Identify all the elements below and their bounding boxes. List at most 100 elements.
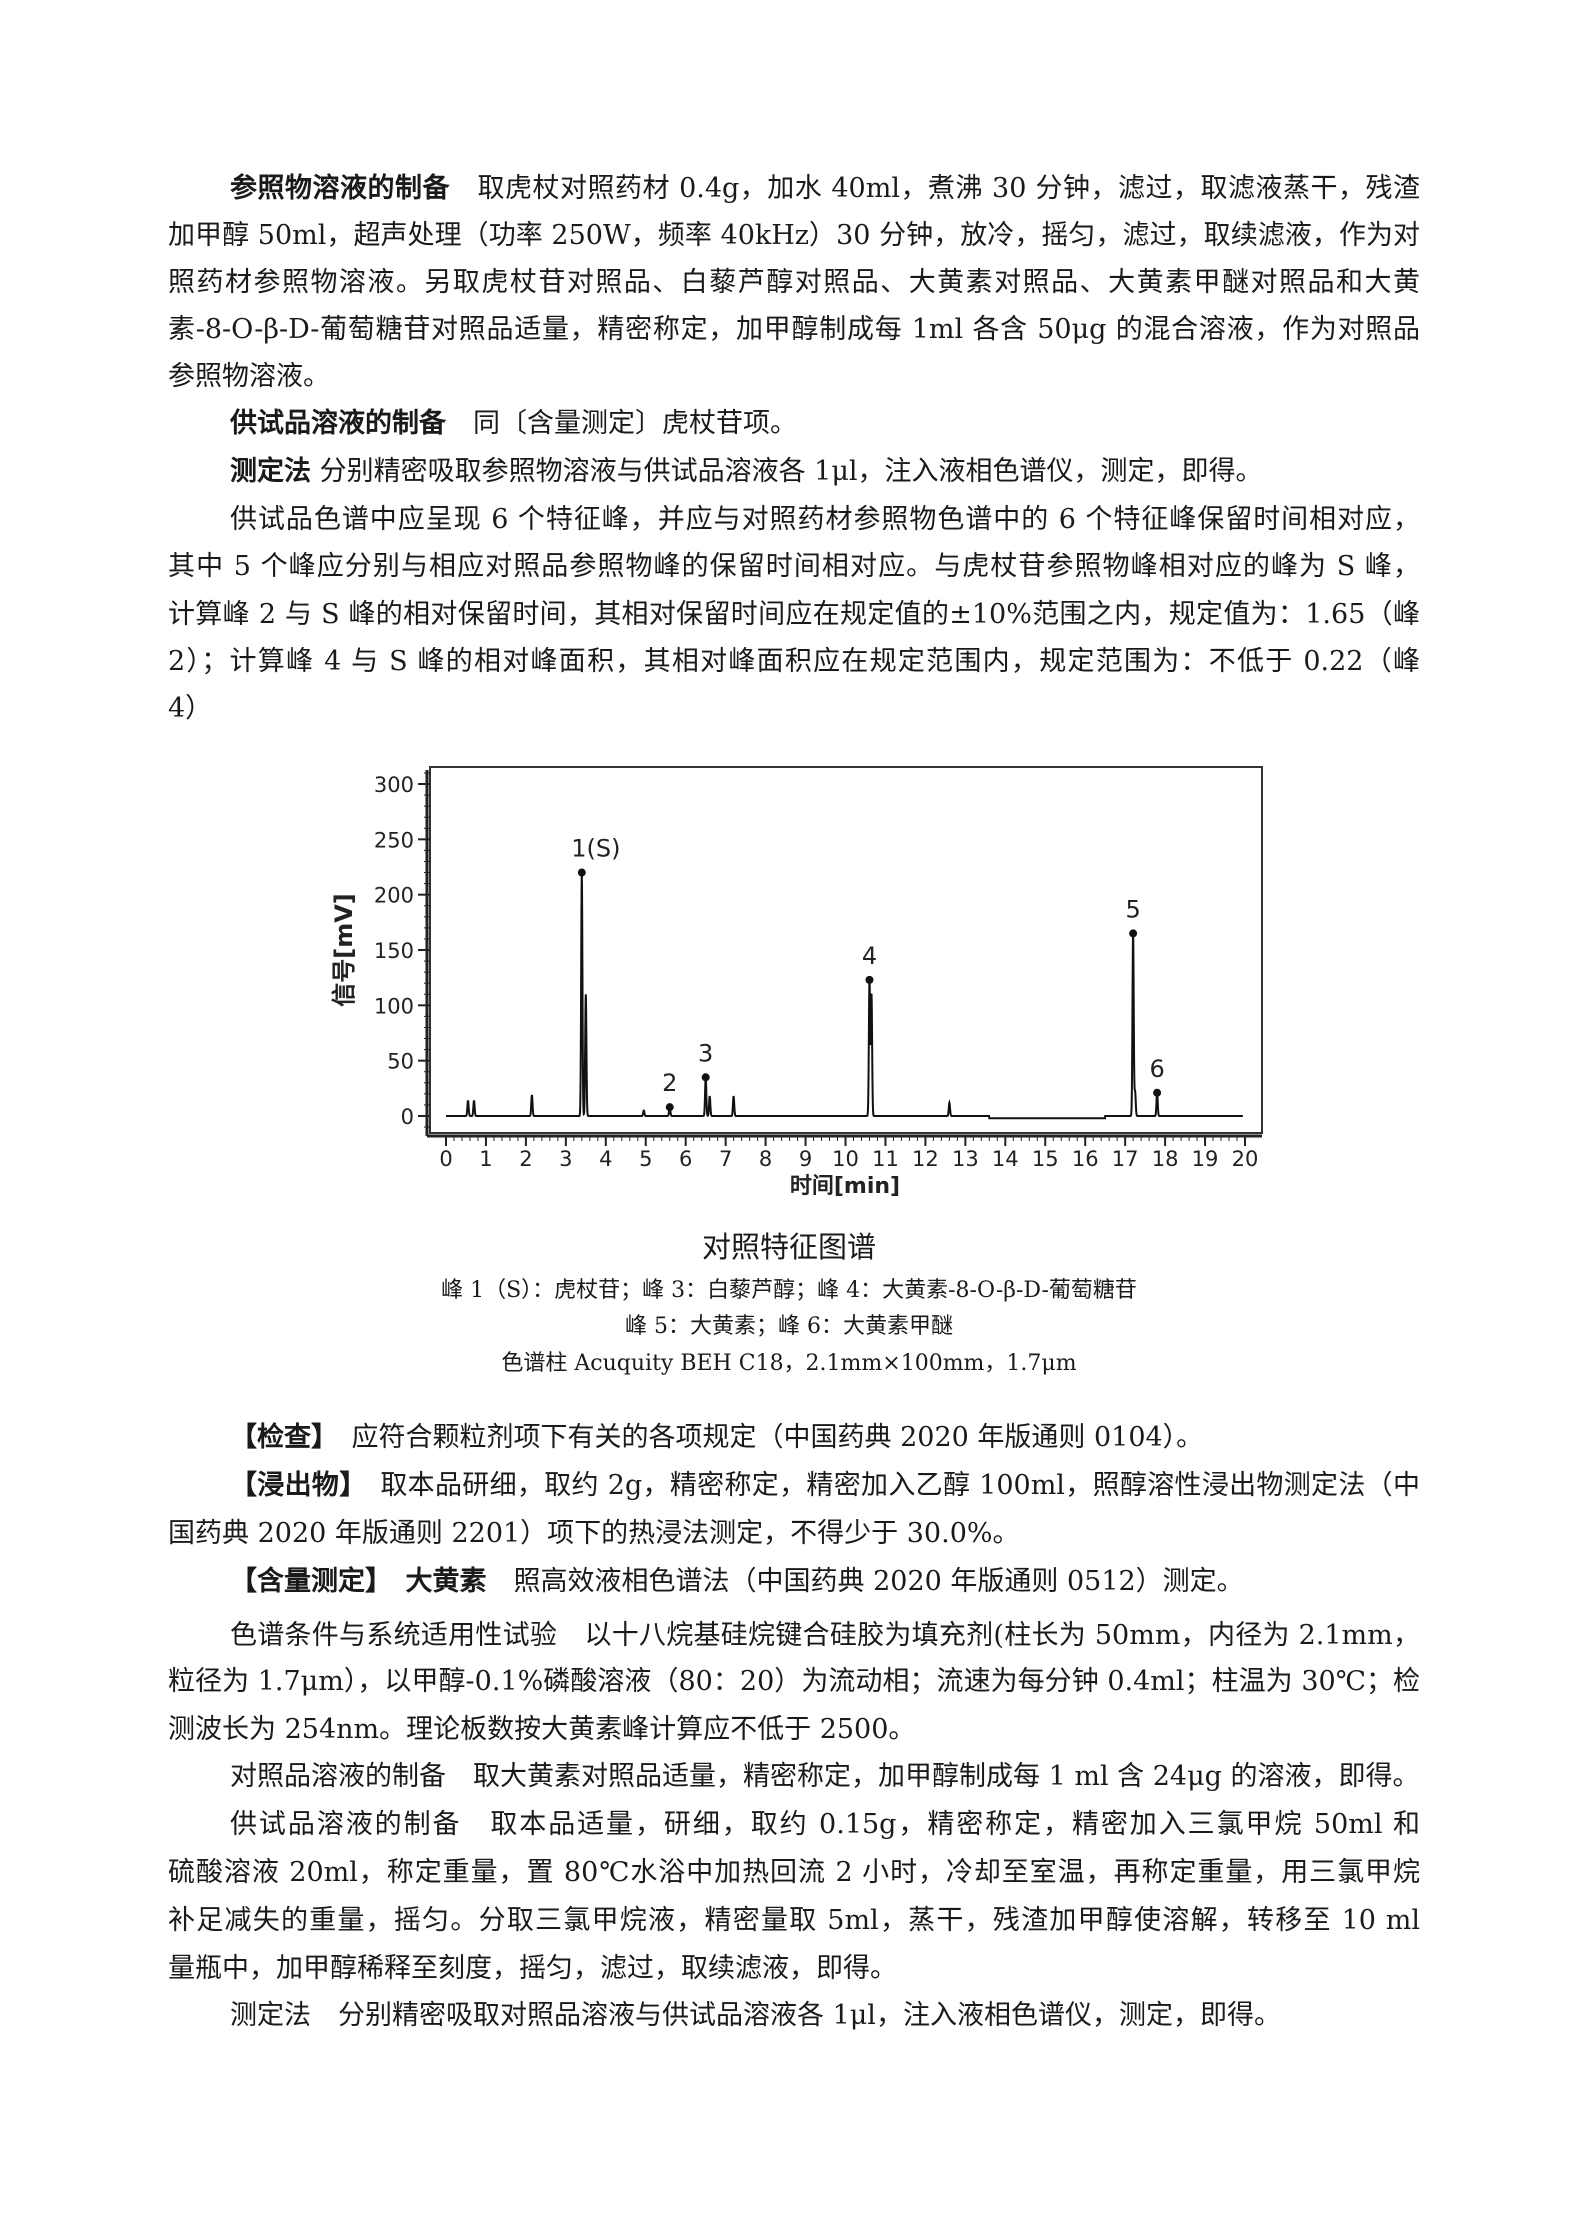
paragraph-text: 照药材参照物溶液。另取虎杖苷对照品、白藜芦醇对照品、大黄素对照品、大黄素甲醚对照…	[168, 267, 1420, 298]
x-tick-label: 16	[1072, 1147, 1099, 1171]
paragraph-line: 补足减失的重量，摇匀。分取三氯甲烷液，精密量取 5ml，蒸干，残渣加甲醇使溶解，…	[168, 1904, 1420, 1938]
chromatography-column-note: 色谱柱 Acuquity BEH C18，2.1mm×100mm，1.7μm	[501, 1351, 1077, 1376]
x-axis-label: 时间[min]	[790, 1174, 900, 1199]
figure-title: 对照特征图谱	[701, 1230, 876, 1264]
paragraph-line: 参照物溶液的制备 取虎杖对照药材 0.4g，加水 40ml，煮沸 30 分钟，滤…	[230, 172, 1420, 206]
paragraph-line: 照药材参照物溶液。另取虎杖苷对照品、白藜芦醇对照品、大黄素对照品、大黄素甲醚对照…	[168, 266, 1420, 300]
paragraph-text: 对照品溶液的制备 取大黄素对照品适量，精密称定，加甲醇制成每 1 ml 含 24…	[230, 1761, 1420, 1792]
x-tick-label: 18	[1152, 1147, 1179, 1171]
peak-label: 2	[662, 1069, 677, 1097]
paragraph-line: 其中 5 个峰应分别与相应对照品参照物峰的保留时间相对应。与虎杖苷参照物峰相对应…	[168, 550, 1420, 584]
paragraph-text: 4）	[168, 693, 213, 724]
y-tick-label: 200	[374, 884, 414, 908]
paragraph-text: 计算峰 2 与 S 峰的相对保留时间，其相对保留时间应在规定值的±10%范围之内…	[168, 599, 1420, 630]
x-tick-label: 14	[992, 1147, 1019, 1171]
paragraph-line: 加甲醇 50ml，超声处理（功率 250W，频率 40kHz）30 分钟，放冷，…	[168, 219, 1420, 253]
paragraph-line: 供试品溶液的制备 同〔含量测定〕虎杖苷项。	[230, 407, 1420, 441]
paragraph-text: 量瓶中，加甲醇稀释至刻度，摇匀，滤过，取续滤液，即得。	[168, 1953, 897, 1984]
y-tick-label: 50	[387, 1050, 414, 1074]
paragraph-text: 硫酸溶液 20ml，称定重量，置 80℃水浴中加热回流 2 小时，冷却至室温，再…	[168, 1857, 1420, 1888]
paragraph-line: 测定法 分别精密吸取参照物溶液与供试品溶液各 1μl，注入液相色谱仪，测定，即得…	[230, 455, 1420, 489]
paragraph-line: 供试品溶液的制备 取本品适量，研细，取约 0.15g，精密称定，精密加入三氯甲烷…	[230, 1808, 1420, 1842]
x-tick-label: 4	[599, 1147, 612, 1171]
peak-marker	[1129, 929, 1138, 938]
x-tick-label: 12	[912, 1147, 939, 1171]
paragraph-text: 测定法 分别精密吸取对照品溶液与供试品溶液各 1μl，注入液相色谱仪，测定，即得…	[230, 2000, 1281, 2031]
x-tick-label: 3	[559, 1147, 572, 1171]
x-tick-label: 17	[1112, 1147, 1139, 1171]
y-tick-label: 150	[374, 939, 414, 963]
paragraph-line: 粒径为 1.7μm），以甲醇-0.1%磷酸溶液（80：20）为流动相；流速为每分…	[168, 1665, 1420, 1699]
y-tick-label: 0	[401, 1105, 414, 1129]
paragraph-text: 分别精密吸取参照物溶液与供试品溶液各 1μl，注入液相色谱仪，测定，即得。	[311, 456, 1263, 487]
x-tick-label: 2	[519, 1147, 532, 1171]
paragraph-text: 供试品溶液的制备 取本品适量，研细，取约 0.15g，精密称定，精密加入三氯甲烷…	[230, 1809, 1420, 1840]
x-tick-label: 9	[799, 1147, 812, 1171]
paragraph-text: 色谱条件与系统适用性试验 以十八烷基硅烷键合硅胶为填充剂(柱长为 50mm，内径…	[230, 1620, 1420, 1651]
paragraph-line: 对照品溶液的制备 取大黄素对照品适量，精密称定，加甲醇制成每 1 ml 含 24…	[230, 1760, 1420, 1794]
x-tick-label: 5	[639, 1147, 652, 1171]
paragraph-heading: 供试品溶液的制备	[230, 408, 446, 439]
x-tick-label: 11	[872, 1147, 899, 1171]
paragraph-text: 应符合颗粒剂项下有关的各项规定（中国药典 2020 年版通则 0104）。	[324, 1422, 1204, 1453]
peak-marker	[665, 1103, 674, 1112]
peak-label: 4	[862, 942, 877, 970]
paragraph-line: 4）	[168, 692, 1420, 726]
paragraph-text: 粒径为 1.7μm），以甲醇-0.1%磷酸溶液（80：20）为流动相；流速为每分…	[168, 1666, 1420, 1697]
paragraph-line: 参照物溶液。	[168, 360, 1420, 394]
x-tick-label: 10	[832, 1147, 859, 1171]
x-tick-label: 0	[439, 1147, 452, 1171]
paragraph-line: 量瓶中，加甲醇稀释至刻度，摇匀，滤过，取续滤液，即得。	[168, 1952, 1420, 1986]
peak-label: 6	[1149, 1055, 1164, 1083]
paragraph-line: 供试品色谱中应呈现 6 个特征峰，并应与对照药材参照物色谱中的 6 个特征峰保留…	[230, 503, 1420, 537]
paragraph-line: 色谱条件与系统适用性试验 以十八烷基硅烷键合硅胶为填充剂(柱长为 50mm，内径…	[230, 1619, 1420, 1653]
paragraph-text: 国药典 2020 年版通则 2201）项下的热浸法测定，不得少于 30.0%。	[168, 1518, 1020, 1549]
paragraph-line: 测波长为 254nm。理论板数按大黄素峰计算应不低于 2500。	[168, 1713, 1420, 1747]
paragraph-line: 【浸出物】 取本品研细，取约 2g，精密称定，精密加入乙醇 100ml，照醇溶性…	[230, 1469, 1420, 1503]
paragraph-text: 取虎杖对照药材 0.4g，加水 40ml，煮沸 30 分钟，滤过，取滤液蒸干，残…	[450, 173, 1420, 204]
peak-marker	[701, 1073, 710, 1082]
x-tick-label: 7	[719, 1147, 732, 1171]
paragraph-line: 【检查】 应符合颗粒剂项下有关的各项规定（中国药典 2020 年版通则 0104…	[230, 1421, 1420, 1455]
paragraph-text: 加甲醇 50ml，超声处理（功率 250W，频率 40kHz）30 分钟，放冷，…	[168, 220, 1420, 251]
paragraph-text: 测波长为 254nm。理论板数按大黄素峰计算应不低于 2500。	[168, 1714, 916, 1745]
x-tick-label: 13	[952, 1147, 979, 1171]
y-axis-label: 信号[mV]	[330, 893, 358, 1007]
paragraph-heading: 参照物溶液的制备	[230, 173, 450, 204]
peak-marker	[577, 868, 586, 877]
figure-legend-line-2: 峰 5：大黄素；峰 6：大黄素甲醚	[625, 1314, 953, 1339]
paragraph-line: 素-8-O-β-D-葡萄糖苷对照品适量，精密称定，加甲醇制成每 1ml 各含 5…	[168, 313, 1420, 347]
paragraph-text: 照高效液相色谱法（中国药典 2020 年版通则 0512）测定。	[486, 1566, 1244, 1597]
paragraph-line: 国药典 2020 年版通则 2201）项下的热浸法测定，不得少于 30.0%。	[168, 1517, 1420, 1551]
paragraph-line: 硫酸溶液 20ml，称定重量，置 80℃水浴中加热回流 2 小时，冷却至室温，再…	[168, 1856, 1420, 1890]
paragraph-text: 供试品色谱中应呈现 6 个特征峰，并应与对照药材参照物色谱中的 6 个特征峰保留…	[230, 504, 1420, 535]
peak-marker	[865, 975, 874, 984]
peak-label: 5	[1125, 895, 1140, 923]
paragraph-heading: 【含量测定】 大黄素	[230, 1566, 487, 1597]
paragraph-line: 测定法 分别精密吸取对照品溶液与供试品溶液各 1μl，注入液相色谱仪，测定，即得…	[230, 1999, 1420, 2033]
chromatogram-trace	[446, 872, 1243, 1120]
x-tick-label: 19	[1192, 1147, 1219, 1171]
paragraph-heading: 【浸出物】	[230, 1470, 354, 1501]
x-tick-label: 6	[679, 1147, 692, 1171]
paragraph-text: 参照物溶液。	[168, 361, 330, 392]
paragraph-text: 2）；计算峰 4 与 S 峰的相对峰面积，其相对峰面积应在规定范围内，规定范围为…	[168, 646, 1420, 677]
paragraph-heading: 【检查】	[230, 1422, 325, 1453]
x-tick-label: 8	[759, 1147, 772, 1171]
paragraph-text: 同〔含量测定〕虎杖苷项。	[446, 408, 797, 439]
x-tick-label: 20	[1232, 1147, 1259, 1171]
paragraph-text: 素-8-O-β-D-葡萄糖苷对照品适量，精密称定，加甲醇制成每 1ml 各含 5…	[168, 314, 1420, 345]
y-tick-label: 300	[374, 773, 414, 797]
paragraph-line: 【含量测定】 大黄素 照高效液相色谱法（中国药典 2020 年版通则 0512）…	[230, 1565, 1420, 1599]
paragraph-text: 取本品研细，取约 2g，精密称定，精密加入乙醇 100ml，照醇溶性浸出物测定法…	[353, 1470, 1420, 1501]
paragraph-line: 2）；计算峰 4 与 S 峰的相对峰面积，其相对峰面积应在规定范围内，规定范围为…	[168, 645, 1420, 679]
peak-label: 3	[698, 1039, 713, 1067]
peak-marker	[1153, 1088, 1162, 1097]
paragraph-heading: 测定法	[230, 456, 311, 487]
peak-label: 1(S)	[571, 835, 620, 863]
paragraph-text: 其中 5 个峰应分别与相应对照品参照物峰的保留时间相对应。与虎杖苷参照物峰相对应…	[168, 551, 1420, 582]
paragraph-line: 计算峰 2 与 S 峰的相对保留时间，其相对保留时间应在规定值的±10%范围之内…	[168, 598, 1420, 632]
y-tick-label: 250	[374, 828, 414, 852]
figure-legend-line-1: 峰 1（S）：虎杖苷；峰 3：白藜芦醇；峰 4：大黄素-8-O-β-D-葡萄糖苷	[441, 1278, 1137, 1303]
